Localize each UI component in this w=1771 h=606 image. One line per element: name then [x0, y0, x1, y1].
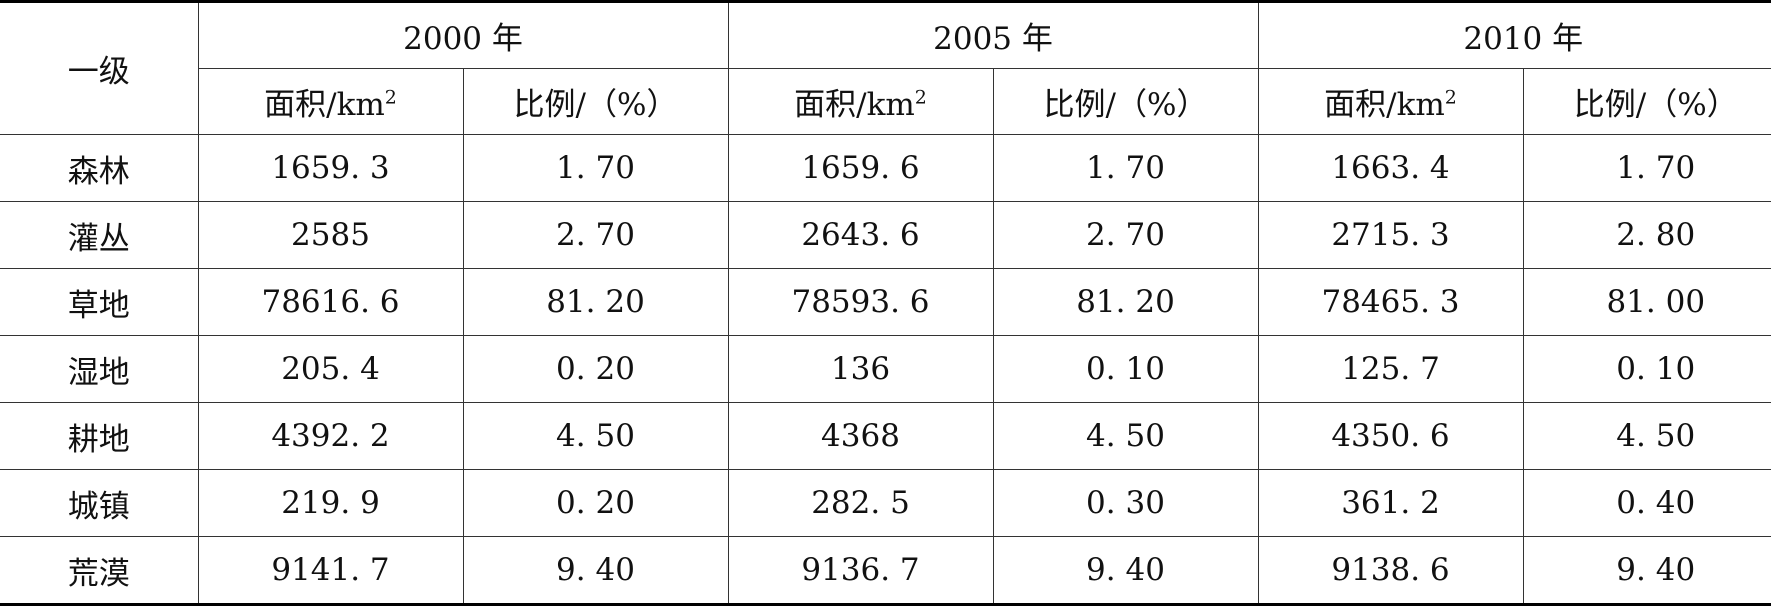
table-cell: 9138. 6 [1257, 536, 1524, 605]
area-unit-superscript: 2 [1444, 86, 1457, 109]
area-header-2010: 面积/km2 [1257, 68, 1524, 135]
area-header-2005: 面积/km2 [727, 68, 994, 135]
table-cell: 4. 50 [1522, 402, 1771, 470]
area-header-text: 面积/km [264, 87, 385, 123]
row-label: 草地 [0, 268, 199, 336]
year-header-2000: 2000 年 [197, 1, 729, 69]
year-header-2010: 2010 年 [1257, 1, 1771, 69]
ratio-header-2000: 比例/（%） [462, 68, 729, 135]
table-cell: 1. 70 [992, 134, 1259, 202]
table-row: 草地 78616. 6 81. 20 78593. 6 81. 20 78465… [0, 268, 1771, 336]
table-cell: 1659. 3 [197, 134, 464, 202]
table-cell: 361. 2 [1257, 469, 1524, 537]
table-cell: 9141. 7 [197, 536, 464, 605]
table-row: 荒漠 9141. 7 9. 40 9136. 7 9. 40 9138. 6 9… [0, 536, 1771, 605]
area-header-text: 面积/km [794, 87, 915, 123]
table-cell: 2. 70 [462, 201, 729, 269]
header-row-metrics: 面积/km2 比例/（%） 面积/km2 比例/（%） 面积/km2 比例/（%… [0, 68, 1771, 135]
row-label: 森林 [0, 134, 199, 202]
table-cell: 4. 50 [462, 402, 729, 470]
area-unit-superscript: 2 [384, 86, 397, 109]
table-cell: 2643. 6 [727, 201, 994, 269]
table-cell: 1663. 4 [1257, 134, 1524, 202]
table-cell: 0. 10 [1522, 335, 1771, 403]
table-cell: 2. 80 [1522, 201, 1771, 269]
table-cell: 205. 4 [197, 335, 464, 403]
table-cell: 78593. 6 [727, 268, 994, 336]
row-label: 灌丛 [0, 201, 199, 269]
table-cell: 1659. 6 [727, 134, 994, 202]
table-cell: 81. 20 [462, 268, 729, 336]
table-cell: 2585 [197, 201, 464, 269]
table-row: 灌丛 2585 2. 70 2643. 6 2. 70 2715. 3 2. 8… [0, 201, 1771, 269]
table-cell: 282. 5 [727, 469, 994, 537]
row-label: 城镇 [0, 469, 199, 537]
table-cell: 4350. 6 [1257, 402, 1524, 470]
ratio-header-2005: 比例/（%） [992, 68, 1259, 135]
row-header-level1: 一级 [0, 1, 199, 135]
table-cell: 125. 7 [1257, 335, 1524, 403]
table-cell: 1. 70 [1522, 134, 1771, 202]
table-cell: 4368 [727, 402, 994, 470]
area-unit-superscript: 2 [914, 86, 927, 109]
table-cell: 9136. 7 [727, 536, 994, 605]
row-label: 湿地 [0, 335, 199, 403]
table-cell: 136 [727, 335, 994, 403]
table-cell: 219. 9 [197, 469, 464, 537]
table-cell: 0. 10 [992, 335, 1259, 403]
table-cell: 9. 40 [1522, 536, 1771, 605]
table-cell: 81. 20 [992, 268, 1259, 336]
table-cell: 9. 40 [462, 536, 729, 605]
table-cell: 78465. 3 [1257, 268, 1524, 336]
row-label: 荒漠 [0, 536, 199, 605]
row-label: 耕地 [0, 402, 199, 470]
table-cell: 0. 30 [992, 469, 1259, 537]
ratio-header-2010: 比例/（%） [1522, 68, 1771, 135]
table-row: 城镇 219. 9 0. 20 282. 5 0. 30 361. 2 0. 4… [0, 469, 1771, 537]
table-cell: 0. 40 [1522, 469, 1771, 537]
area-header-2000: 面积/km2 [198, 68, 464, 135]
table-cell: 81. 00 [1522, 268, 1771, 336]
table-row: 森林 1659. 3 1. 70 1659. 6 1. 70 1663. 4 1… [0, 134, 1771, 202]
table-cell: 78616. 6 [197, 268, 464, 336]
table-cell: 2715. 3 [1257, 201, 1524, 269]
table-cell: 0. 20 [462, 469, 729, 537]
table-row: 耕地 4392. 2 4. 50 4368 4. 50 4350. 6 4. 5… [0, 402, 1771, 470]
year-header-2005: 2005 年 [727, 1, 1259, 69]
area-header-text: 面积/km [1324, 87, 1445, 123]
table-cell: 2. 70 [992, 201, 1259, 269]
table-cell: 1. 70 [462, 134, 729, 202]
table-cell: 9. 40 [992, 536, 1259, 605]
table-cell: 0. 20 [462, 335, 729, 403]
table-cell: 4. 50 [992, 402, 1259, 470]
header-row-years: 一级 2000 年 2005 年 2010 年 [0, 1, 1771, 135]
table-cell: 4392. 2 [197, 402, 464, 470]
table-row: 湿地 205. 4 0. 20 136 0. 10 125. 7 0. 10 [0, 335, 1771, 403]
